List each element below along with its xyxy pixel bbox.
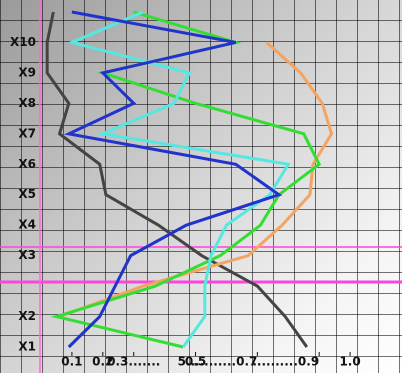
y-tick-label: X9 [18, 65, 36, 79]
x-tick-label: 0.2 [92, 355, 113, 369]
y-tick-label: X3 [18, 248, 36, 262]
y-tick-label: X6 [18, 157, 36, 171]
y-tick-label: X2 [18, 309, 36, 323]
x-tick-label: 0.3....... [107, 355, 160, 369]
series-line [59, 41, 334, 318]
x-tick-label: ..........0.9 [252, 355, 319, 369]
y-tick-label: X8 [18, 96, 36, 110]
series-line [45, 11, 309, 348]
x-tick-label: 1.0 [339, 355, 360, 369]
x-tick-label: 0.1 [61, 355, 82, 369]
x-tick-label: 0.5 [185, 355, 206, 369]
series-line [63, 10, 283, 349]
series-line [67, 10, 291, 348]
y-tick-label: X10 [10, 35, 36, 49]
y-tick-label: X1 [18, 340, 36, 354]
y-tick-label: X7 [18, 126, 36, 140]
x-tick-label: 5...........0.7 [178, 355, 258, 369]
y-tick-label: X5 [18, 187, 36, 201]
y-tick-label: X4 [18, 218, 36, 232]
